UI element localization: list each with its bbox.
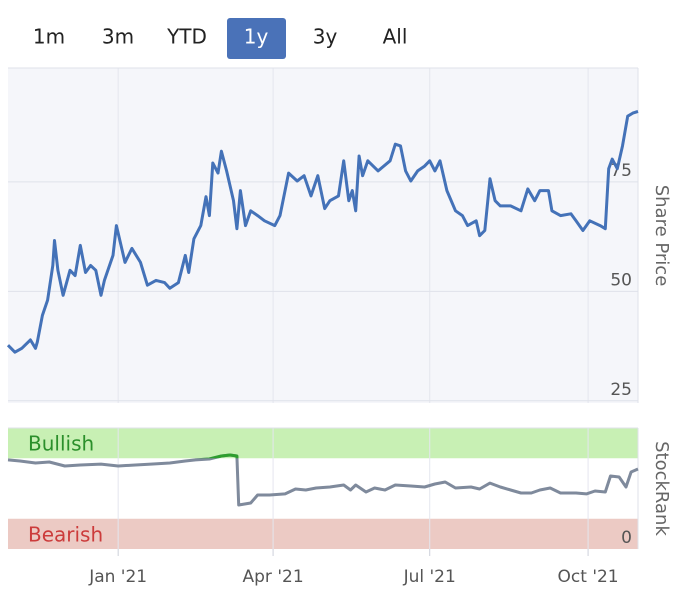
y-tick-label: 25 [610,380,632,400]
plot-background [8,68,638,403]
x-tick-label: Jan '21 [88,567,147,587]
zone-band [8,428,638,459]
range-button[interactable]: All [383,25,408,49]
series-line-in-zone [197,453,239,459]
y-tick-label: 0 [621,528,632,548]
range-button[interactable]: 1m [33,25,65,49]
range-button[interactable]: 1y [244,25,269,49]
range-button[interactable]: 3m [102,25,134,49]
x-tick-label: Oct '21 [558,567,619,587]
range-button-active[interactable] [227,18,286,59]
y-axis-title: StockRank [651,441,672,536]
y-tick-label: 50 [610,270,632,290]
zone-band [8,518,638,549]
series-line [6,109,639,354]
zone-label: Bullish [28,432,94,456]
y-axis-title: Share Price [651,185,672,287]
x-tick-label: Jul '21 [403,567,456,587]
range-selector: 1m 3m YTD 1y 3y All [33,18,408,59]
zone-label: Bearish [28,522,103,546]
x-tick-label: Apr '21 [243,567,304,587]
series-line [7,453,639,507]
range-button[interactable]: YTD [166,25,207,49]
range-button[interactable]: 3y [313,25,338,49]
